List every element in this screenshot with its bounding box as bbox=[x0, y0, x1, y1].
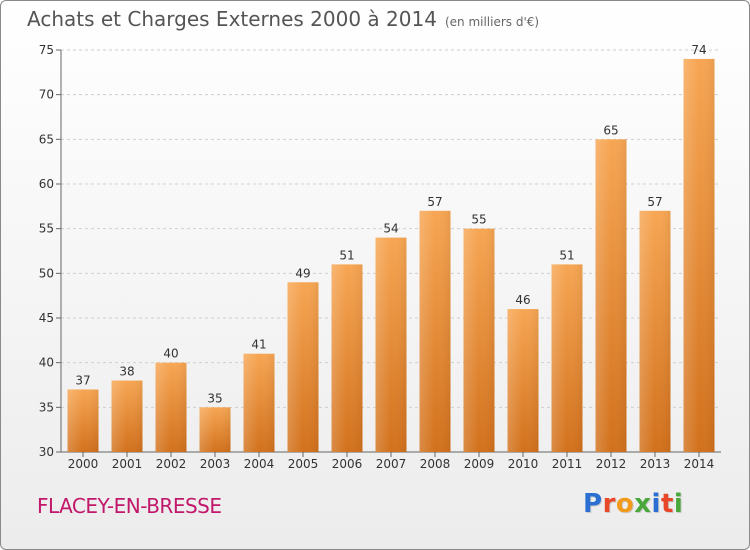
value-label: 74 bbox=[691, 43, 706, 57]
value-label: 54 bbox=[383, 222, 398, 236]
chart-title: Achats et Charges Externes 2000 à 2014 (e… bbox=[27, 7, 539, 31]
logo-letter: i bbox=[673, 489, 684, 519]
value-label: 49 bbox=[295, 266, 310, 280]
bar-shine-2009 bbox=[463, 228, 495, 452]
x-tick-label: 2012 bbox=[596, 457, 627, 471]
x-tick-label: 2001 bbox=[112, 457, 143, 471]
y-tick-label: 75 bbox=[39, 43, 54, 57]
x-tick-label: 2007 bbox=[376, 457, 407, 471]
x-tick-label: 2010 bbox=[508, 457, 539, 471]
town-name: FLACEY-EN-BRESSE bbox=[37, 494, 222, 518]
y-tick-label: 35 bbox=[39, 400, 54, 414]
y-tick-label: 70 bbox=[39, 88, 54, 102]
label-layer: 37 38 40 35 41 49 51 54 57 55 46 51 65 57 74 bbox=[75, 43, 706, 405]
bar-shine-2004 bbox=[243, 353, 275, 452]
logo-letter: t bbox=[660, 489, 674, 519]
x-tick-label: 2006 bbox=[332, 457, 363, 471]
bar-shine-2003 bbox=[199, 407, 231, 452]
value-label: 41 bbox=[251, 338, 266, 352]
x-tick-label: 2011 bbox=[552, 457, 583, 471]
value-label: 55 bbox=[471, 213, 486, 227]
y-tick-label: 60 bbox=[39, 177, 54, 191]
x-tick-label: 2005 bbox=[288, 457, 319, 471]
value-label: 46 bbox=[515, 293, 530, 307]
bar-shine-2013 bbox=[639, 210, 671, 452]
y-tick-label: 55 bbox=[39, 222, 54, 236]
chart-subtitle: (en milliers d'€) bbox=[444, 15, 540, 29]
bar-shine-2005 bbox=[287, 282, 319, 452]
logo-letter: o bbox=[615, 489, 635, 519]
bar-shine-2008 bbox=[419, 210, 451, 452]
bar-shine-2002 bbox=[155, 362, 187, 452]
value-label: 51 bbox=[339, 248, 354, 262]
logo-letter: r bbox=[602, 489, 616, 519]
logo-letter: P bbox=[583, 489, 603, 519]
x-tick-label: 2004 bbox=[244, 457, 275, 471]
bar-shine-2011 bbox=[551, 264, 583, 452]
bar-shine-2000 bbox=[67, 389, 99, 452]
value-label: 57 bbox=[427, 195, 442, 209]
x-tick-label: 2014 bbox=[684, 457, 715, 471]
proxiti-logo[interactable]: Proxiti bbox=[583, 489, 683, 519]
x-tick-label: 2003 bbox=[200, 457, 231, 471]
y-tick-label: 45 bbox=[39, 311, 54, 325]
x-tick-label: 2008 bbox=[420, 457, 451, 471]
bar-layer bbox=[67, 58, 715, 453]
logo-letter: x bbox=[634, 489, 652, 519]
value-label: 57 bbox=[647, 195, 662, 209]
value-label: 40 bbox=[163, 347, 178, 361]
value-label: 51 bbox=[559, 248, 574, 262]
title-text: Achats et Charges Externes 2000 à 2014 bbox=[27, 7, 437, 31]
x-tick-label: 2000 bbox=[68, 457, 99, 471]
value-label: 38 bbox=[119, 365, 134, 379]
bar-shine-2006 bbox=[331, 264, 363, 452]
bar-shine-2010 bbox=[507, 309, 539, 452]
value-label: 35 bbox=[207, 391, 222, 405]
x-tick-label: 2002 bbox=[156, 457, 187, 471]
bar-shine-2007 bbox=[375, 237, 407, 452]
y-tick-label: 65 bbox=[39, 132, 54, 146]
logo-letter: i bbox=[651, 489, 661, 519]
y-tick-label: 50 bbox=[39, 266, 54, 280]
bar-shine-2012 bbox=[595, 139, 627, 453]
x-tick-label: 2009 bbox=[464, 457, 495, 471]
y-tick-label: 30 bbox=[39, 445, 54, 459]
value-label: 65 bbox=[603, 123, 618, 137]
bar-shine-2014 bbox=[683, 58, 715, 452]
bar-shine-2001 bbox=[111, 380, 143, 452]
y-tick-label: 40 bbox=[39, 356, 54, 370]
value-label: 37 bbox=[75, 373, 90, 387]
x-tick-label: 2013 bbox=[640, 457, 671, 471]
